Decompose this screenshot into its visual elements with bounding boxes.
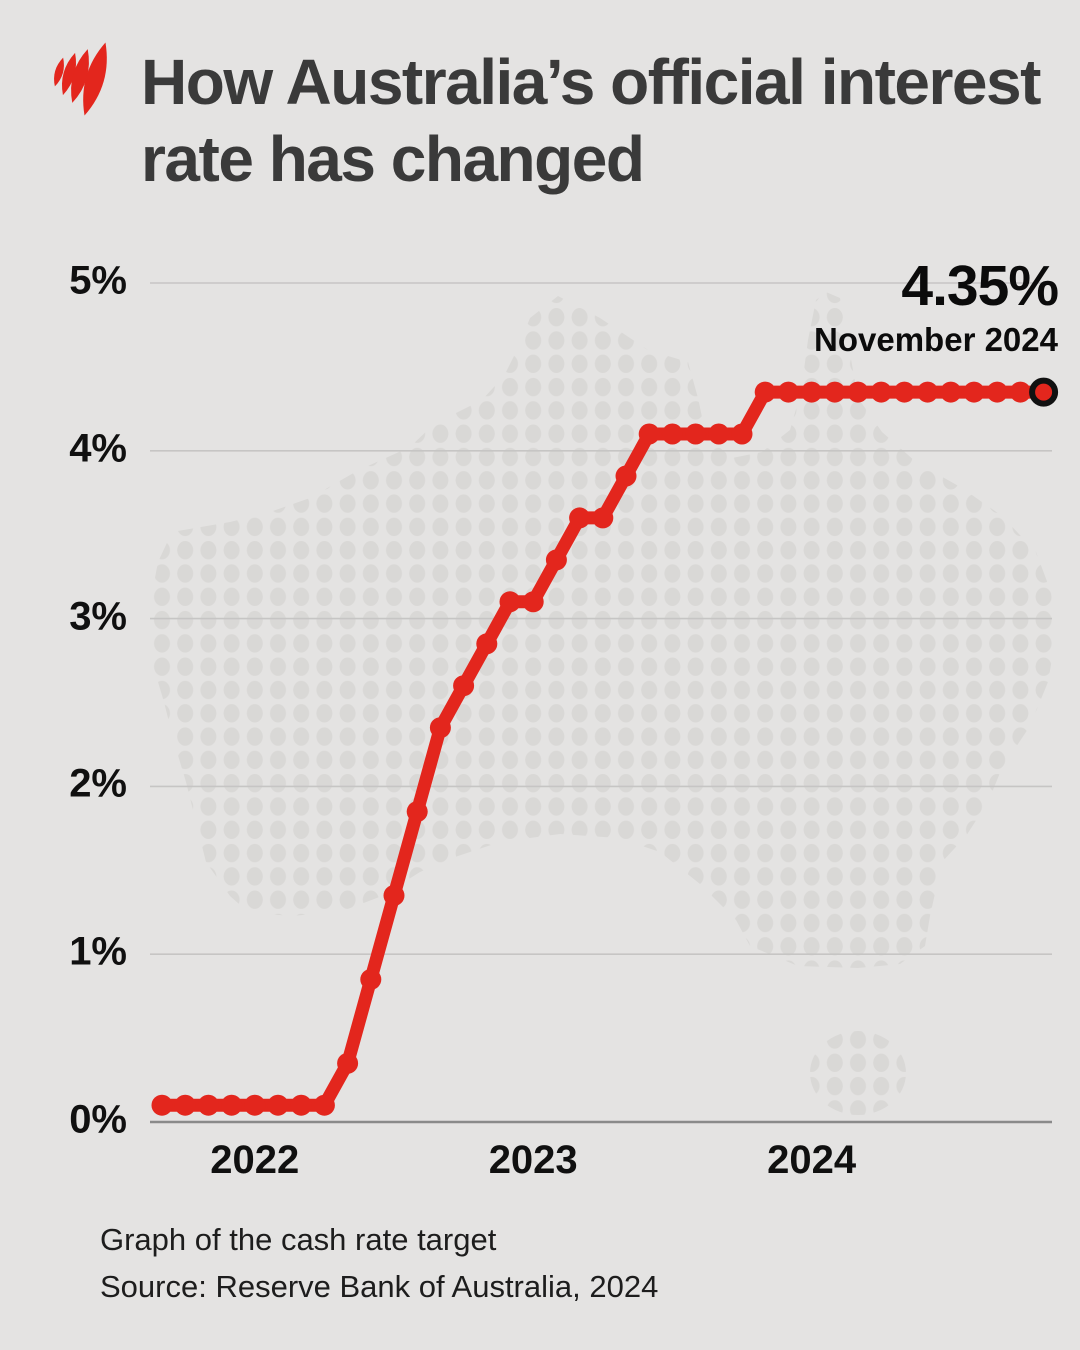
y-axis-tick: 2%: [69, 762, 127, 807]
data-point: [221, 1094, 243, 1116]
data-point: [313, 1094, 335, 1116]
data-point: [151, 1094, 173, 1116]
x-axis-tick: 2024: [767, 1138, 857, 1182]
latest-rate-date: November 2024: [814, 321, 1058, 358]
data-point: [429, 717, 451, 739]
y-axis-labels: 5% 4% 3% 2% 1% 0%: [0, 0, 127, 1350]
chart-footer: Graph of the cash rate target Source: Re…: [100, 1216, 658, 1310]
data-point: [267, 1094, 289, 1116]
data-point: [360, 968, 382, 990]
data-point: [708, 423, 730, 445]
y-axis-tick: 0%: [69, 1097, 127, 1142]
data-point: [383, 885, 405, 906]
sbs-logo-flames: [54, 42, 107, 116]
x-axis-tick: 2023: [488, 1138, 578, 1182]
data-point: [940, 381, 962, 403]
data-point: [476, 633, 498, 655]
latest-rate-annotation: 4.35% November 2024: [814, 254, 1059, 358]
data-point: [638, 423, 660, 445]
data-point: [499, 591, 521, 613]
data-point: [731, 423, 753, 445]
x-axis-labels: 2022 2023 2024: [0, 1138, 1080, 1198]
data-point: [569, 507, 591, 529]
sbs-logo: [54, 42, 107, 116]
data-point: [545, 549, 567, 571]
data-point: [197, 1094, 219, 1116]
data-point: [174, 1094, 196, 1116]
data-point: [522, 591, 544, 613]
latest-rate-value: 4.35%: [901, 254, 1059, 318]
page-title: How Australia’s official interest rate h…: [141, 46, 1041, 195]
data-point: [661, 423, 683, 445]
y-axis-tick: 3%: [69, 594, 127, 639]
x-axis-tick: 2022: [210, 1138, 300, 1182]
data-point: [453, 675, 475, 697]
data-point: [847, 381, 869, 403]
data-point: [986, 381, 1008, 403]
data-point: [963, 381, 985, 403]
data-point: [592, 507, 614, 529]
plot-layer: [150, 282, 1059, 1124]
data-point: [754, 381, 776, 403]
data-point: [870, 381, 892, 403]
tasmania-dots: [810, 1031, 906, 1115]
data-point: [244, 1094, 266, 1116]
data-point: [824, 381, 846, 403]
y-axis-tick: 5%: [69, 258, 127, 303]
data-point: [685, 423, 707, 445]
y-axis-tick: 1%: [69, 929, 127, 974]
data-point: [801, 381, 823, 403]
data-point: [917, 381, 939, 403]
chart-caption: Graph of the cash rate target: [100, 1222, 497, 1257]
y-axis-tick: 4%: [69, 426, 127, 471]
data-point: [337, 1052, 359, 1074]
data-point: [893, 381, 915, 403]
chart-source: Source: Reserve Bank of Australia, 2024: [100, 1269, 659, 1304]
data-point: [406, 801, 428, 823]
data-point: [615, 465, 637, 487]
latest-point-marker: [1029, 377, 1059, 407]
data-point: [777, 381, 799, 403]
australia-dot-map: [150, 292, 1056, 1115]
data-point: [290, 1094, 312, 1116]
data-point: [1009, 381, 1031, 403]
